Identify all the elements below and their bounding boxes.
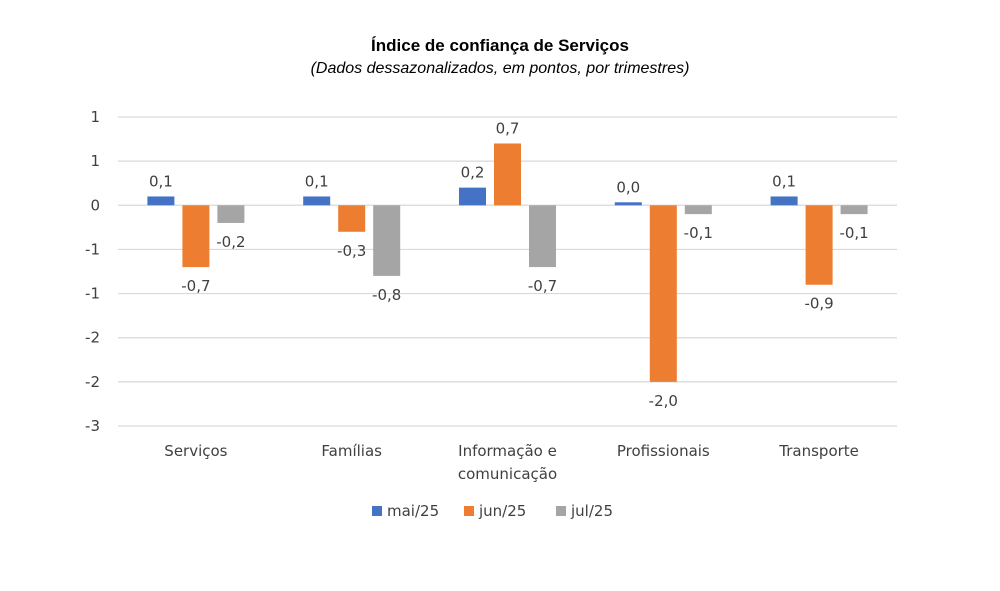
legend: mai/25 jun/25 jul/25 <box>372 502 613 520</box>
x-tick-label: Profissionais <box>617 442 710 460</box>
data-labels: 0,1 -0,7 -0,2 0,1 -0,3 -0,8 0,2 0,7 -0,7 0,0 -2,0 -… <box>149 119 869 409</box>
y-tick-label: -1 <box>85 240 100 258</box>
bar <box>147 196 175 206</box>
legend-swatch <box>372 506 382 516</box>
data-label: -0,3 <box>337 242 366 260</box>
x-tick-label: Serviços <box>164 442 227 460</box>
legend-swatch <box>556 506 566 516</box>
data-label: -0,1 <box>839 224 868 242</box>
y-tick-label: -2 <box>85 373 100 391</box>
bar <box>649 205 677 382</box>
y-tick-label: 1 <box>90 108 100 126</box>
data-label: -0,2 <box>216 233 245 251</box>
legend-item: jun/25 <box>464 502 526 520</box>
legend-swatch <box>464 506 474 516</box>
bar <box>770 196 798 206</box>
data-label: 0,1 <box>149 172 173 190</box>
data-label: 0,7 <box>496 119 520 137</box>
bar <box>182 205 210 268</box>
legend-item: mai/25 <box>372 502 439 520</box>
gridlines <box>118 116 897 427</box>
data-label: -0,8 <box>372 286 401 304</box>
y-tick-label: -2 <box>85 329 100 347</box>
data-label: 0,2 <box>461 164 485 182</box>
bar <box>217 205 245 223</box>
data-label: -0,1 <box>684 224 713 242</box>
bar <box>303 196 331 206</box>
x-tick-label: Informação e comunicação <box>458 442 557 483</box>
data-label: 0,1 <box>305 172 329 190</box>
data-label: -0,7 <box>528 277 557 295</box>
x-tick-label: Famílias <box>321 442 382 460</box>
bar <box>684 205 712 215</box>
bar <box>494 143 521 206</box>
data-label: -0,7 <box>181 277 210 295</box>
y-axis: 1 1 0 -1 -1 -2 -2 -3 <box>85 108 100 435</box>
bar <box>840 205 868 215</box>
bar <box>614 202 642 206</box>
x-axis: Serviços Famílias Informação e comunicação P… <box>164 442 859 483</box>
y-tick-label: 1 <box>90 152 100 170</box>
legend-label: jul/25 <box>570 502 613 520</box>
chart-title: Índice de confiança de Serviços <box>371 36 629 55</box>
y-tick-label: -1 <box>85 285 100 303</box>
legend-label: jun/25 <box>478 502 526 520</box>
data-label: 0,1 <box>772 172 796 190</box>
data-label: 0,0 <box>616 178 640 196</box>
legend-label: mai/25 <box>387 502 439 520</box>
bar <box>373 205 401 276</box>
y-tick-label: -3 <box>85 417 100 435</box>
bar <box>338 205 366 232</box>
legend-item: jul/25 <box>556 502 613 520</box>
data-label: -2,0 <box>649 392 678 410</box>
x-tick-label: Transporte <box>778 442 859 460</box>
data-label: -0,9 <box>804 295 833 313</box>
bar <box>459 187 486 206</box>
bars <box>147 143 868 382</box>
bar <box>805 205 833 285</box>
bar <box>529 205 556 268</box>
chart-subtitle: (Dados dessazonalizados, em pontos, por … <box>310 60 690 77</box>
y-tick-label: 0 <box>90 196 100 214</box>
